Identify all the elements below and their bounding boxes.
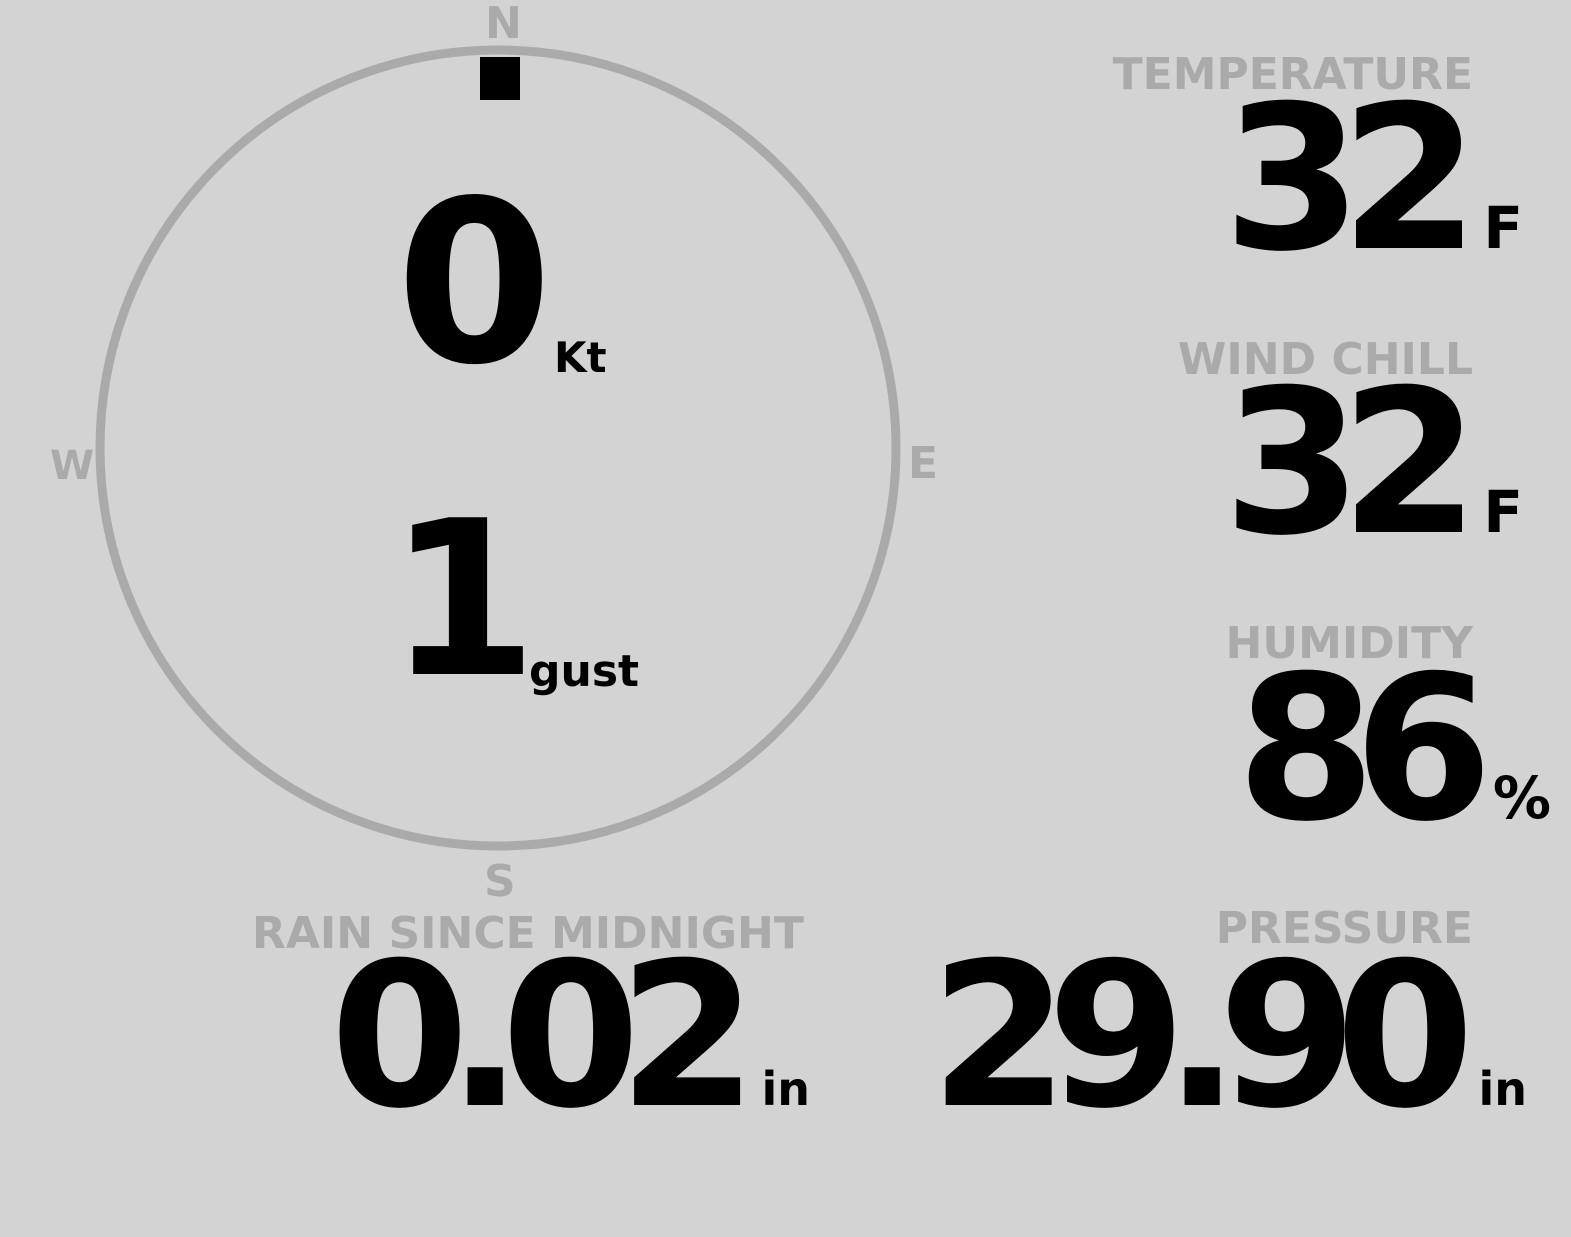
wind-chill-value: 32 bbox=[1223, 347, 1479, 580]
rain-value: 0.02 bbox=[330, 920, 757, 1153]
pressure-label-text: PRESSURE bbox=[1215, 903, 1473, 954]
wind-compass bbox=[95, 45, 901, 851]
compass-east-label: E bbox=[908, 438, 939, 489]
humidity-value: 86 bbox=[1236, 633, 1493, 866]
pressure-value: 29.90 bbox=[929, 920, 1475, 1153]
wind-chill-label-text: WIND CHILL bbox=[1177, 334, 1473, 385]
compass-ring bbox=[95, 45, 901, 851]
humidity-unit: % bbox=[1492, 764, 1551, 832]
compass-west-label: W bbox=[50, 443, 95, 489]
temperature-value: 32 bbox=[1223, 63, 1479, 296]
temperature-unit: F bbox=[1483, 194, 1523, 262]
rain-label: RAIN SINCE MIDNIGHT bbox=[252, 908, 804, 959]
compass-south-label: S bbox=[484, 856, 516, 907]
wind-chill-label: WIND CHILL bbox=[1178, 338, 1473, 382]
wind-speed-value: 0 bbox=[396, 153, 553, 415]
humidity-reading: 86% bbox=[1236, 633, 1551, 866]
temperature-reading: 32 F bbox=[1223, 63, 1523, 296]
wind-chill-unit: F bbox=[1483, 478, 1523, 546]
wind-speed-unit: Kt bbox=[554, 333, 607, 382]
humidity-label: HUMIDITY bbox=[1225, 618, 1473, 669]
rain-reading: 0.02 in bbox=[330, 920, 810, 1153]
pressure-unit: in bbox=[1478, 1062, 1527, 1116]
compass-north-label: N bbox=[485, 0, 522, 49]
pressure-reading: 29.90 in bbox=[929, 920, 1527, 1153]
gust-value: 1 bbox=[388, 474, 538, 725]
wind-chill-reading: 32 F bbox=[1223, 347, 1523, 580]
humidity-label-wrap: HUMIDITY bbox=[1226, 622, 1551, 666]
pressure-label: PRESSURE bbox=[1216, 907, 1473, 951]
temperature-label-text: TEMPERATURE bbox=[1112, 49, 1473, 100]
temperature-label: TEMPERATURE bbox=[1113, 53, 1473, 97]
gust-unit: gust bbox=[529, 646, 640, 697]
wind-direction-needle bbox=[480, 57, 520, 100]
rain-unit: in bbox=[761, 1062, 810, 1116]
